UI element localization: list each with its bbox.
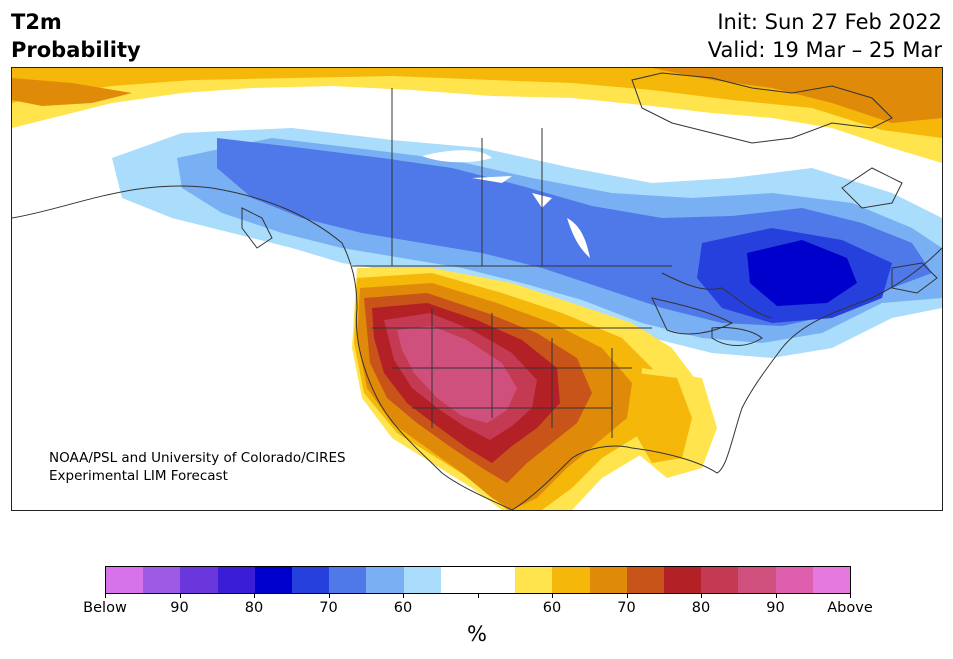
map-title: T2m Probability — [11, 8, 141, 64]
colorbar-tick-label: 90 — [170, 600, 189, 616]
product-label: Probability — [11, 38, 141, 62]
colorbar-swatch — [403, 567, 441, 593]
cold-core-90 — [747, 240, 857, 306]
colorbar-swatch — [664, 567, 702, 593]
colorbar-unit: % — [467, 622, 487, 646]
arctic-warm-band-70 — [12, 68, 942, 138]
colorbar-tick-label: 60 — [393, 600, 413, 616]
colorbar-swatch — [589, 567, 627, 593]
boundaries — [12, 72, 942, 510]
colorbar-tick-mark — [328, 593, 330, 598]
colorbar-swatch — [366, 567, 404, 593]
colorbar-swatch — [478, 567, 516, 593]
arctic-warm-band-75 — [652, 68, 942, 123]
colorbar-swatch — [180, 567, 218, 593]
colorbar-tick-mark — [850, 593, 851, 598]
colorbar-swatch — [143, 567, 181, 593]
arctic-warm-band-west — [12, 78, 132, 106]
colorbar-tick-label: 70 — [617, 600, 636, 616]
colorbar — [105, 566, 851, 594]
southeast-70 — [632, 373, 692, 463]
colorbar-tick-mark — [403, 593, 404, 598]
colorbar-tick-mark — [477, 593, 479, 598]
colorbar-swatch — [254, 567, 293, 593]
colorbar-tick-mark — [254, 593, 255, 598]
colorbar-tick-label: 80 — [244, 600, 264, 616]
init-date: Init: Sun 27 Feb 2022 — [717, 10, 942, 34]
colorbar-swatch — [775, 567, 813, 593]
colorbar-swatch — [738, 567, 776, 593]
colorbar-swatch — [515, 567, 553, 593]
colorbar-tick-label: 70 — [319, 600, 338, 616]
colorbar-swatch — [292, 567, 330, 593]
colorbar-tick-label: Below — [83, 600, 127, 616]
colorbar-swatch — [440, 567, 479, 593]
heat-95 — [397, 326, 517, 423]
variable-label: T2m — [11, 10, 62, 34]
credit-line-2: Experimental LIM Forecast — [49, 468, 228, 484]
colorbar-swatch — [701, 567, 739, 593]
valid-range: Valid: 19 Mar – 25 Mar — [707, 38, 942, 62]
colorbar-tick-label: Above — [827, 600, 873, 616]
colorbar-swatch — [812, 567, 851, 593]
colorbar-tick-mark — [552, 593, 553, 598]
colorbar-swatch — [217, 567, 255, 593]
colorbar-tick-label: 80 — [691, 600, 711, 616]
colorbar-swatch — [329, 567, 367, 593]
forecast-map[interactable] — [11, 67, 943, 511]
colorbar-tick-mark — [775, 593, 777, 598]
data-credit: NOAA/PSL and University of Colorado/CIRE… — [49, 449, 346, 485]
colorbar-tick-label: 60 — [542, 600, 562, 616]
colorbar-tick-mark — [179, 593, 181, 598]
credit-line-1: NOAA/PSL and University of Colorado/CIRE… — [49, 450, 346, 466]
colorbar-tick-label: 90 — [766, 600, 785, 616]
colorbar-tick-mark — [626, 593, 628, 598]
colorbar-swatch — [106, 567, 144, 593]
colorbar-swatch — [626, 567, 665, 593]
date-info: Init: Sun 27 Feb 2022 Valid: 19 Mar – 25… — [708, 8, 942, 64]
colorbar-swatch — [552, 567, 590, 593]
map-canvas — [12, 68, 942, 510]
colorbar-tick-mark — [105, 593, 106, 598]
colorbar-tick-mark — [701, 593, 702, 598]
